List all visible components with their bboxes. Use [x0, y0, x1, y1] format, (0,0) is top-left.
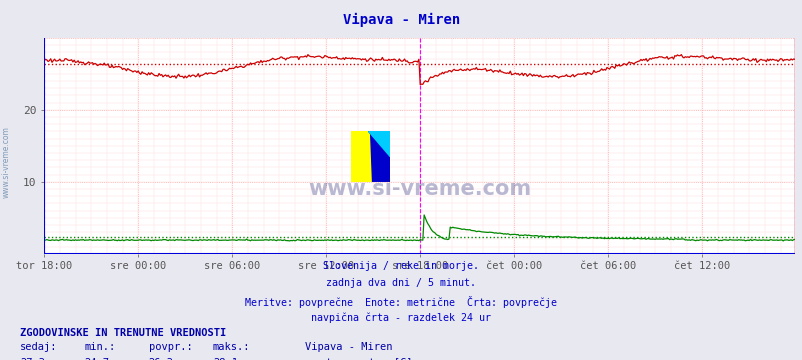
- Polygon shape: [368, 131, 390, 182]
- Polygon shape: [368, 131, 390, 157]
- Text: Vipava - Miren: Vipava - Miren: [305, 342, 392, 352]
- Text: www.si-vreme.com: www.si-vreme.com: [308, 179, 530, 199]
- Text: min.:: min.:: [84, 342, 115, 352]
- Text: Vipava - Miren: Vipava - Miren: [342, 13, 460, 27]
- Text: sedaj:: sedaj:: [20, 342, 58, 352]
- Text: zadnja dva dni / 5 minut.: zadnja dva dni / 5 minut.: [326, 278, 476, 288]
- Text: Meritve: povprečne  Enote: metrične  Črta: povprečje: Meritve: povprečne Enote: metrične Črta:…: [245, 296, 557, 307]
- Text: ZGODOVINSKE IN TRENUTNE VREDNOSTI: ZGODOVINSKE IN TRENUTNE VREDNOSTI: [20, 328, 226, 338]
- Text: 26,3: 26,3: [148, 359, 173, 360]
- Text: www.si-vreme.com: www.si-vreme.com: [2, 126, 11, 198]
- Text: temperatura[C]: temperatura[C]: [325, 359, 412, 360]
- Polygon shape: [368, 131, 390, 157]
- Text: 27,3: 27,3: [20, 359, 45, 360]
- Polygon shape: [350, 131, 372, 182]
- Text: maks.:: maks.:: [213, 342, 250, 352]
- Text: 28,1: 28,1: [213, 359, 237, 360]
- Text: povpr.:: povpr.:: [148, 342, 192, 352]
- Text: 24,7: 24,7: [84, 359, 109, 360]
- Text: navpična črta - razdelek 24 ur: navpična črta - razdelek 24 ur: [311, 313, 491, 323]
- Text: Slovenija / reke in morje.: Slovenija / reke in morje.: [323, 261, 479, 271]
